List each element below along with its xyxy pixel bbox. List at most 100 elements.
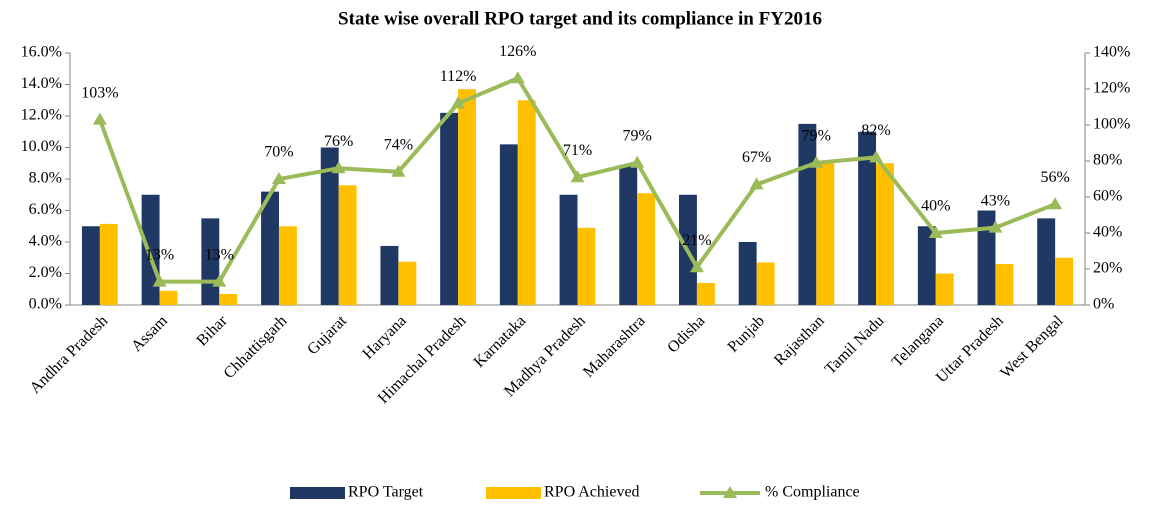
bar — [977, 210, 996, 305]
marker — [271, 172, 286, 184]
y-tick-label: 2.0% — [29, 264, 62, 281]
marker — [510, 71, 525, 84]
x-tick-label: Bihar — [194, 312, 232, 350]
marker — [451, 96, 466, 109]
marker — [869, 150, 884, 163]
bar — [338, 185, 357, 305]
data-label: 43% — [981, 192, 1010, 209]
data-label: 13% — [205, 246, 234, 263]
bar — [559, 194, 578, 305]
x-tick-label: Haryana — [359, 312, 409, 362]
y2-tick-label: 20% — [1093, 260, 1122, 277]
legend-label: RPO Achieved — [544, 484, 640, 501]
chart-title: State wise overall RPO target and its co… — [338, 8, 822, 29]
legend-marker — [723, 486, 737, 498]
bar — [99, 223, 118, 305]
marker — [749, 177, 764, 190]
legend-swatch — [486, 487, 541, 499]
bar — [1037, 218, 1056, 305]
data-label: 56% — [1040, 169, 1069, 186]
legend-swatch — [290, 487, 345, 499]
x-tick-label: Tamil Nadu — [822, 312, 888, 378]
data-label: 21% — [682, 232, 711, 249]
bar — [917, 226, 936, 305]
y2-tick-label: 140% — [1093, 44, 1130, 61]
bar — [637, 193, 656, 305]
bar — [398, 261, 417, 305]
marker — [152, 274, 167, 287]
y-tick-label: 0.0% — [29, 296, 62, 313]
bar — [440, 112, 459, 305]
bar — [499, 144, 518, 305]
y-tick-label: 12.0% — [21, 107, 62, 124]
marker — [331, 161, 346, 174]
y-tick-label: 4.0% — [29, 233, 62, 250]
bar — [858, 131, 877, 305]
bar — [619, 164, 638, 305]
marker — [928, 226, 943, 238]
x-tick-label: Gujarat — [304, 312, 350, 358]
marker — [391, 164, 406, 177]
marker — [92, 112, 107, 125]
x-tick-label: Telangana — [889, 312, 947, 370]
bar — [696, 282, 715, 305]
bar — [816, 163, 835, 305]
data-label: 40% — [921, 198, 950, 215]
y-tick-label: 16.0% — [21, 44, 62, 61]
data-label: 74% — [384, 136, 413, 153]
bar — [756, 262, 775, 305]
bar — [995, 264, 1014, 305]
bar — [738, 242, 757, 305]
bar — [320, 147, 339, 305]
x-tick-label: Assam — [128, 312, 171, 355]
marker — [212, 274, 227, 287]
bar — [380, 245, 399, 305]
bar — [159, 290, 178, 305]
data-label: 70% — [264, 144, 293, 161]
y2-tick-label: 100% — [1093, 116, 1130, 133]
bar — [798, 123, 817, 305]
marker — [630, 155, 645, 168]
data-label: 67% — [742, 149, 771, 166]
x-tick-label: Karnataka — [471, 312, 530, 371]
marker — [809, 155, 824, 168]
data-label: 126% — [499, 43, 536, 60]
y2-tick-label: 80% — [1093, 152, 1122, 169]
y-tick-label: 8.0% — [29, 170, 62, 187]
marker — [1048, 197, 1063, 210]
data-label: 103% — [81, 84, 118, 101]
bar — [1055, 257, 1074, 305]
y2-tick-label: 60% — [1093, 188, 1122, 205]
x-tick-label: Odisha — [664, 312, 708, 356]
data-label: 71% — [563, 142, 592, 159]
marker — [689, 260, 704, 273]
bar — [577, 227, 596, 305]
y2-tick-label: 40% — [1093, 224, 1122, 241]
bar — [278, 226, 297, 305]
bar — [458, 89, 476, 305]
x-tick-label: Andhra Pradesh — [27, 312, 112, 397]
bar — [81, 226, 100, 305]
data-label: 82% — [861, 122, 890, 139]
y-tick-label: 10.0% — [21, 138, 62, 155]
x-tick-label: Maharashtra — [580, 312, 649, 381]
y2-tick-label: 120% — [1093, 80, 1130, 97]
bar — [219, 293, 238, 305]
marker — [988, 220, 1003, 233]
y-tick-label: 6.0% — [29, 201, 62, 218]
data-label: 112% — [440, 68, 477, 85]
bar — [141, 194, 160, 305]
bar — [935, 273, 954, 305]
data-label: 13% — [145, 246, 174, 263]
x-tick-label: Chhattisgarh — [221, 312, 291, 382]
y-tick-label: 14.0% — [21, 75, 62, 92]
bar — [876, 163, 894, 305]
data-label: 79% — [802, 127, 831, 144]
data-label: 79% — [623, 127, 652, 144]
bar — [261, 191, 279, 305]
data-label: 76% — [324, 133, 353, 150]
x-tick-label: Punjab — [725, 312, 768, 355]
legend-label: RPO Target — [348, 484, 424, 501]
x-tick-label: Rajasthan — [771, 312, 828, 369]
